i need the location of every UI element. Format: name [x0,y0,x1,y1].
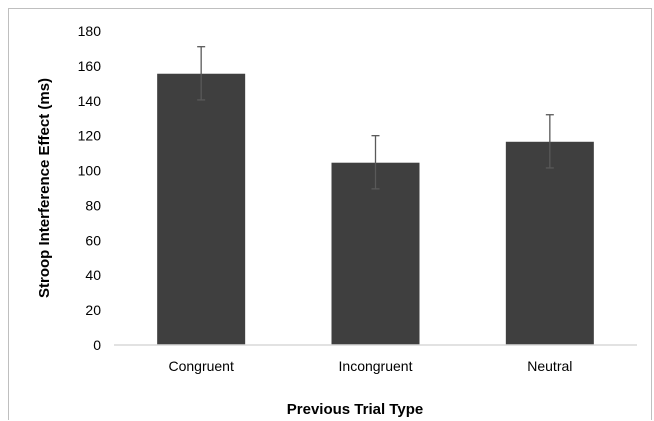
y-axis-tick-labels: 0 20 40 60 80 100 120 140 160 180 [78,23,102,353]
error-bar [197,46,206,101]
y-tick-label: 120 [78,128,102,144]
x-axis-tick-labels: Congruent Incongruent Neutral [168,358,572,374]
error-bar [545,114,554,169]
error-bar [371,135,380,190]
y-tick-label: 180 [78,23,102,39]
bar [157,73,246,345]
y-tick-label: 160 [78,58,102,74]
bars [157,73,594,345]
bar [331,162,420,345]
y-tick-label: 0 [93,337,101,353]
y-tick-label: 80 [85,197,101,213]
bar [505,141,594,345]
y-axis-title: Stroop Interference Effect (ms) [36,78,53,298]
x-tick-label: Incongruent [339,358,413,374]
error-bars [197,46,554,190]
x-tick-label: Congruent [168,358,233,374]
y-tick-label: 140 [78,93,102,109]
y-tick-label: 40 [85,267,101,283]
y-tick-label: 20 [85,302,101,318]
x-tick-label: Neutral [527,358,572,374]
y-tick-label: 100 [78,163,102,179]
chart-frame [8,8,652,420]
y-tick-label: 60 [85,232,101,248]
x-axis-title: Previous Trial Type [287,401,423,418]
